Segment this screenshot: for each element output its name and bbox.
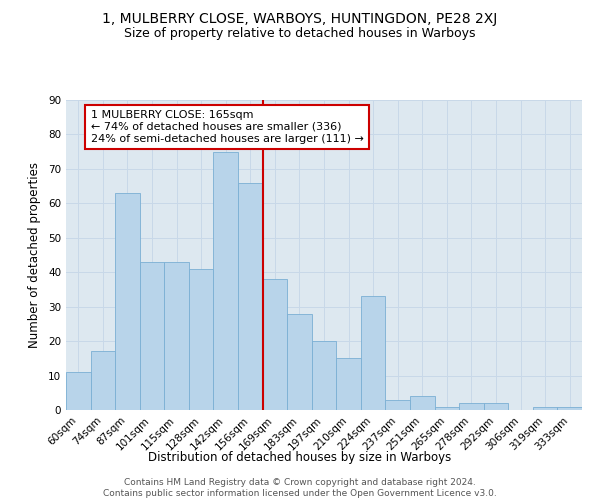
Bar (91, 352, 115, 410)
Bar (385, 400, 410, 410)
Bar (312, 341, 336, 410)
Bar (214, 152, 238, 410)
Bar (287, 314, 312, 410)
Bar (66, 372, 91, 410)
Text: Size of property relative to detached houses in Warboys: Size of property relative to detached ho… (124, 28, 476, 40)
Bar (189, 269, 214, 410)
Bar (238, 182, 263, 410)
Bar (263, 279, 287, 410)
Bar (336, 358, 361, 410)
Bar (434, 406, 459, 410)
Text: Distribution of detached houses by size in Warboys: Distribution of detached houses by size … (148, 451, 452, 464)
Bar (115, 193, 140, 410)
Y-axis label: Number of detached properties: Number of detached properties (28, 162, 41, 348)
Bar (410, 396, 434, 410)
Bar (459, 403, 484, 410)
Bar (140, 262, 164, 410)
Text: 1, MULBERRY CLOSE, WARBOYS, HUNTINGDON, PE28 2XJ: 1, MULBERRY CLOSE, WARBOYS, HUNTINGDON, … (103, 12, 497, 26)
Bar (361, 296, 385, 410)
Bar (164, 262, 189, 410)
Bar (484, 403, 508, 410)
Text: Contains HM Land Registry data © Crown copyright and database right 2024.
Contai: Contains HM Land Registry data © Crown c… (103, 478, 497, 498)
Text: 1 MULBERRY CLOSE: 165sqm
← 74% of detached houses are smaller (336)
24% of semi-: 1 MULBERRY CLOSE: 165sqm ← 74% of detach… (91, 110, 364, 144)
Bar (557, 406, 582, 410)
Bar (533, 406, 557, 410)
